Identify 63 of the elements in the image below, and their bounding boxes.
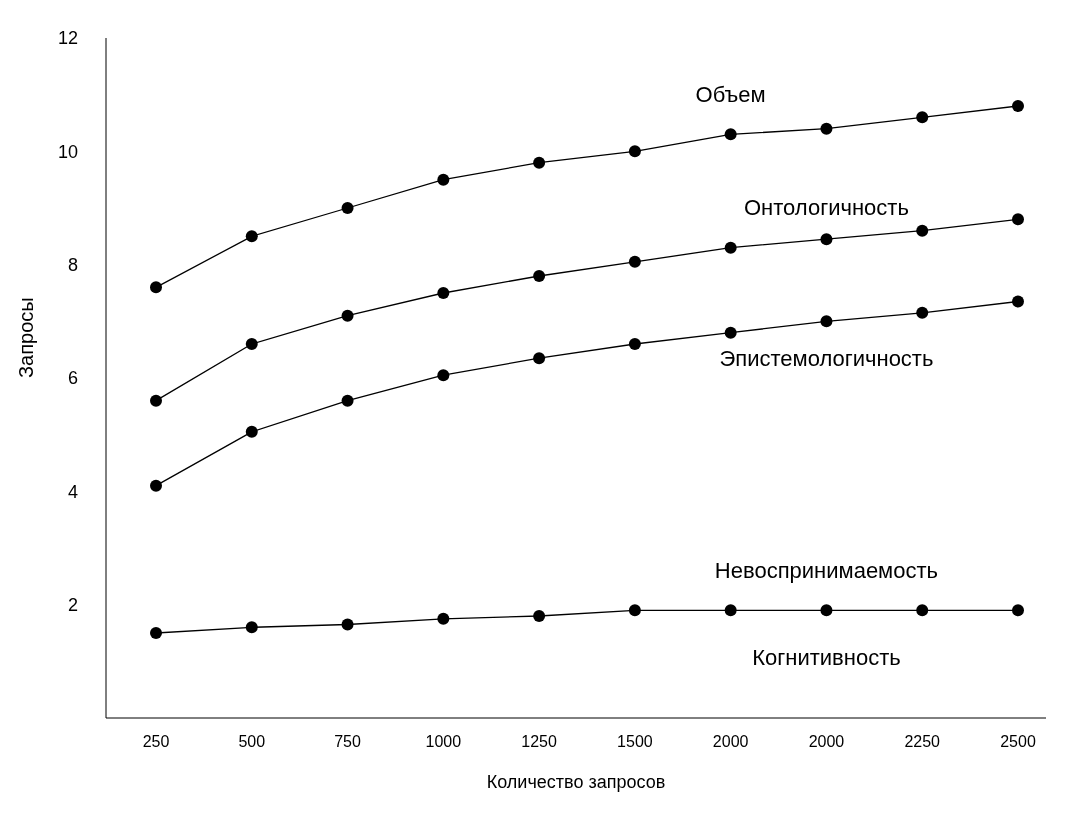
y-axis-title: Запросы bbox=[15, 297, 38, 378]
point bbox=[533, 610, 546, 622]
point bbox=[437, 369, 450, 382]
series-label: Объем bbox=[695, 82, 766, 108]
point bbox=[245, 338, 258, 350]
point bbox=[245, 425, 258, 438]
point bbox=[628, 255, 641, 268]
series-label: Невоспринимаемость bbox=[714, 558, 939, 584]
annotation: Когнитивность bbox=[752, 645, 901, 671]
y-tick-label: 8 bbox=[67, 255, 78, 276]
series-label: Онтологичность bbox=[744, 195, 909, 221]
point bbox=[628, 338, 641, 350]
y-tick-label: 12 bbox=[57, 28, 78, 49]
point bbox=[724, 604, 737, 617]
y-tick-label: 4 bbox=[67, 481, 78, 502]
point bbox=[916, 604, 929, 617]
point bbox=[437, 287, 450, 299]
point bbox=[820, 315, 833, 328]
point bbox=[341, 309, 354, 322]
x-tick-label: 2250 bbox=[904, 733, 941, 751]
point bbox=[916, 224, 929, 237]
point bbox=[724, 241, 737, 254]
x-tick-label: 1500 bbox=[617, 733, 653, 751]
x-axis-title: Количество запросов bbox=[486, 772, 666, 792]
point bbox=[820, 233, 833, 246]
point bbox=[245, 230, 258, 243]
point bbox=[437, 173, 450, 186]
x-tick-label: 2500 bbox=[1000, 733, 1036, 751]
point bbox=[820, 122, 833, 135]
point bbox=[533, 270, 546, 282]
point bbox=[1012, 100, 1024, 112]
x-tick-label: 2000 bbox=[808, 733, 845, 751]
point bbox=[628, 145, 641, 158]
point bbox=[245, 621, 258, 634]
point bbox=[437, 612, 450, 625]
x-tick-label: 250 bbox=[142, 733, 170, 751]
point bbox=[820, 604, 833, 617]
point bbox=[341, 202, 354, 214]
point bbox=[150, 627, 162, 639]
point bbox=[724, 326, 737, 339]
point bbox=[533, 156, 546, 169]
y-tick-label: 6 bbox=[67, 368, 78, 389]
series-label: Эпистемологичность bbox=[719, 346, 934, 372]
x-tick-label: 2000 bbox=[712, 733, 749, 751]
y-tick-label: 10 bbox=[57, 141, 78, 162]
point bbox=[533, 352, 546, 365]
point bbox=[150, 394, 162, 407]
x-tick-label: 1250 bbox=[521, 733, 558, 751]
point bbox=[1012, 604, 1024, 617]
point bbox=[150, 281, 162, 294]
point bbox=[724, 128, 737, 141]
x-tick-label: 500 bbox=[238, 733, 266, 751]
point bbox=[1012, 213, 1024, 226]
point bbox=[341, 618, 354, 631]
point bbox=[916, 111, 929, 124]
point bbox=[1012, 295, 1024, 308]
x-tick-label: 750 bbox=[334, 733, 361, 751]
point bbox=[150, 479, 162, 492]
y-tick-label: 2 bbox=[67, 595, 78, 616]
point bbox=[341, 394, 354, 407]
point bbox=[916, 306, 929, 319]
point bbox=[628, 604, 641, 617]
x-tick-label: 1000 bbox=[425, 733, 462, 751]
